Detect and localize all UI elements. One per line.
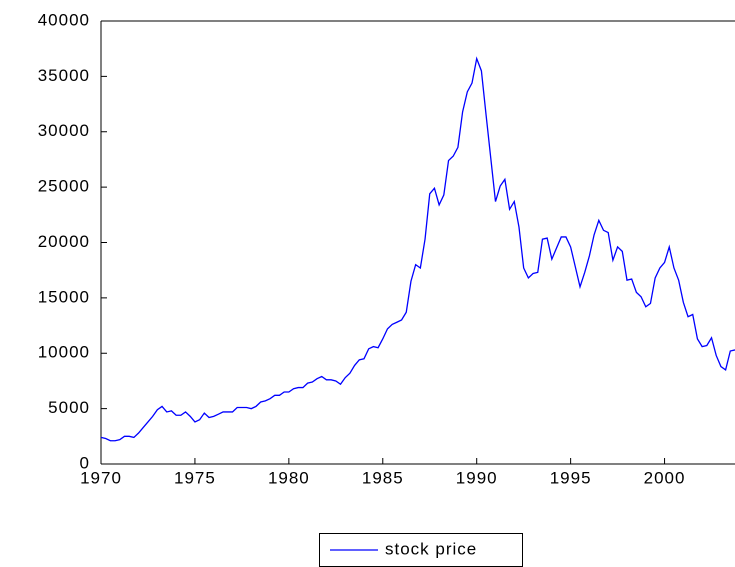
x-tick-label: 1975 [174,468,216,487]
y-tick-label: 5000 [48,398,90,417]
x-tick-label: 1995 [550,468,592,487]
y-tick-label: 25000 [38,177,90,196]
y-tick-label: 40000 [38,10,90,29]
x-tick-label: 1990 [456,468,498,487]
x-tick-label: 2000 [644,468,686,487]
y-tick-label: 15000 [38,287,90,306]
series-line [100,56,735,442]
y-tick-label: 0 [80,453,90,472]
y-tick-label: 10000 [38,343,90,362]
y-tick-label: 30000 [38,121,90,140]
x-tick-label: 1980 [268,468,310,487]
y-tick-label: 35000 [38,66,90,85]
y-tick-label: 20000 [38,232,90,251]
legend-label: stock price [385,539,477,558]
x-tick-label: 1985 [362,468,404,487]
x-tick-label: 1970 [80,468,122,487]
